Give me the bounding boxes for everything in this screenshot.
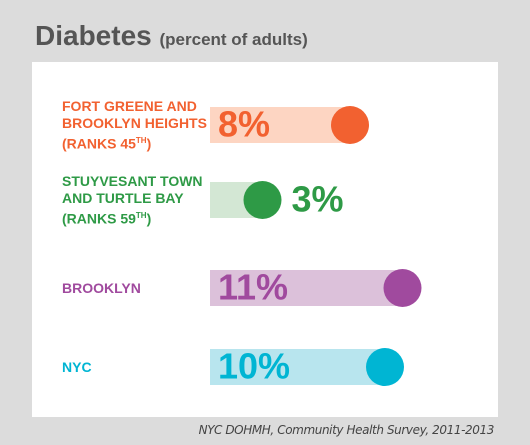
bar-end-dot <box>331 106 369 144</box>
value-label: 8% <box>218 104 270 145</box>
category-name: NYC <box>62 358 92 375</box>
bar <box>210 349 385 385</box>
value-label: 3% <box>292 179 344 220</box>
rank-label: (RANKS 59TH) <box>62 210 152 227</box>
category-label: FORT GREENE AND BROOKLYN HEIGHTS (RANKS 4… <box>62 98 212 153</box>
value-label: 11% <box>218 267 288 308</box>
category-label: STUYVESANT TOWN AND TURTLE BAY (RANKS 59T… <box>62 173 212 228</box>
bar <box>210 270 403 306</box>
bar-end-dot <box>243 181 282 219</box>
category-name: BROOKLYN <box>62 279 141 296</box>
bar <box>210 107 350 143</box>
bar-end-dot <box>366 348 404 386</box>
category-name: STUYVESANT TOWN AND TURTLE BAY <box>62 172 203 206</box>
source-note: NYC DOHMH, Community Health Survey, 2011… <box>198 423 495 437</box>
value-label: 10% <box>218 346 290 387</box>
category-label: NYC <box>62 359 212 376</box>
chart-title: Diabetes <box>35 20 152 51</box>
category-name: FORT GREENE AND BROOKLYN HEIGHTS <box>62 97 207 131</box>
chart-subtitle: (percent of adults) <box>159 30 308 49</box>
title-block: Diabetes (percent of adults) <box>35 20 308 52</box>
bar-end-dot <box>383 269 422 307</box>
rank-label: (RANKS 45TH) <box>62 135 152 152</box>
category-label: BROOKLYN <box>62 280 212 297</box>
